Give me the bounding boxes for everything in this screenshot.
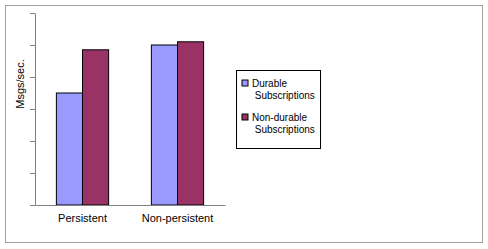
legend-box — [237, 71, 321, 149]
legend-swatch — [242, 80, 248, 86]
y-axis-title: Msgs/sec. — [14, 59, 26, 109]
x-tick: Non-persistent — [142, 205, 214, 224]
y-tick — [30, 173, 35, 174]
x-tick-label: Persistent — [58, 212, 107, 224]
x-tick-label: Non-persistent — [142, 212, 214, 224]
chart-frame — [6, 6, 483, 243]
y-axis-line — [35, 14, 36, 206]
y-tick — [30, 141, 35, 142]
bar — [178, 42, 204, 205]
bar — [83, 50, 109, 205]
y-tick-mark — [30, 205, 35, 206]
y-tick-mark — [30, 13, 35, 14]
x-axis: Persistent Non-persistent — [36, 205, 226, 224]
x-axis-line — [36, 205, 226, 206]
y-tick — [30, 77, 35, 78]
y-tick-mark — [30, 109, 35, 110]
y-tick-mark — [30, 173, 35, 174]
legend: Durable Subscriptions Non-durable Subscri… — [237, 71, 321, 149]
y-axis — [30, 14, 36, 206]
y-tick — [30, 45, 35, 46]
bar — [56, 93, 82, 205]
y-tick-mark — [30, 45, 35, 46]
y-tick — [30, 205, 35, 206]
y-tick — [30, 13, 35, 14]
legend-label: Non-durable Subscriptions — [252, 112, 315, 135]
bar — [151, 45, 177, 205]
x-tick: Persistent — [58, 205, 107, 224]
y-tick — [30, 109, 35, 110]
bars — [56, 42, 203, 205]
chart: Persistent Non-persistent Msgs/sec. Durable… — [0, 0, 488, 249]
y-tick-mark — [30, 141, 35, 142]
y-tick-mark — [30, 77, 35, 78]
legend-label: Durable Subscriptions — [252, 78, 315, 101]
legend-swatch — [242, 114, 248, 120]
